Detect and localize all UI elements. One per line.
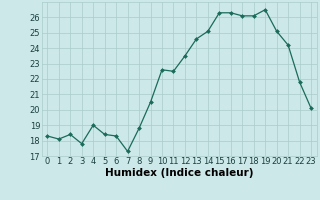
X-axis label: Humidex (Indice chaleur): Humidex (Indice chaleur): [105, 168, 253, 178]
